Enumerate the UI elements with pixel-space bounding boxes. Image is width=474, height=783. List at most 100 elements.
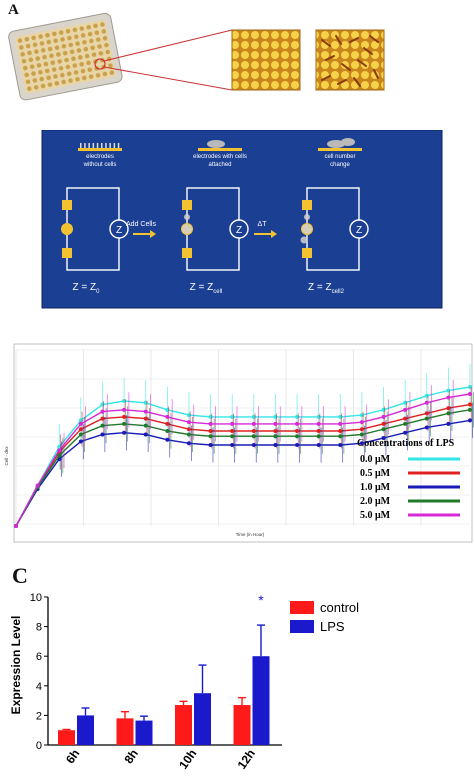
data-point — [251, 434, 256, 439]
data-point — [381, 421, 386, 426]
data-point — [424, 411, 429, 416]
data-point — [403, 416, 408, 421]
data-point — [251, 421, 256, 426]
data-point — [208, 443, 213, 448]
electrode-strip — [117, 143, 120, 148]
electrode-strip — [80, 143, 82, 148]
stage-caption: electrodes with cells — [193, 154, 247, 160]
electrode-pad — [182, 200, 192, 210]
data-point — [359, 427, 364, 432]
data-point — [122, 407, 127, 412]
data-point — [338, 434, 343, 439]
impedance-meter — [229, 219, 249, 239]
data-point — [468, 402, 472, 407]
data-point — [468, 407, 472, 412]
line-chart-legend: Concentrations of LPS 0.0 μM 0.5 μM 1.0 μM… — [357, 438, 460, 521]
attached-cell — [302, 224, 312, 234]
legend-entry-label: 2.0 μM — [360, 496, 391, 507]
legend-title: Concentrations of LPS — [357, 438, 455, 449]
data-point — [359, 432, 364, 437]
data-point — [100, 409, 105, 414]
impedance-meter — [109, 219, 129, 239]
data-point — [230, 434, 235, 439]
cell-shape — [327, 140, 345, 148]
attached-cell — [184, 214, 190, 220]
microscopy-with-cells — [315, 29, 385, 91]
attached-cell — [304, 214, 310, 220]
electrode-pad — [182, 248, 192, 258]
y-tick-label: 2 — [36, 710, 42, 722]
data-point — [338, 421, 343, 426]
plate-device — [8, 12, 123, 101]
legend-entry-label: 1.0 μM — [360, 482, 391, 493]
data-point — [295, 421, 300, 426]
data-point — [186, 432, 191, 437]
data-point — [424, 400, 429, 405]
data-point — [186, 441, 191, 446]
data-point — [100, 432, 105, 437]
data-point — [230, 428, 235, 433]
data-point — [14, 524, 18, 528]
data-point — [359, 441, 364, 446]
stage-caption: change — [330, 162, 350, 168]
data-point — [273, 434, 278, 439]
data-point — [446, 395, 451, 400]
electrode-pad — [302, 248, 312, 258]
panel-c-label: C — [12, 563, 28, 588]
data-point — [208, 421, 213, 426]
electrode-dot — [61, 223, 73, 235]
electrode-strip — [105, 143, 107, 148]
bar-control — [116, 718, 134, 745]
data-point — [295, 434, 300, 439]
bar-chart-ylabel: Expression Level — [9, 616, 23, 715]
data-point — [143, 432, 148, 437]
data-point — [381, 436, 386, 440]
panel-a-label: A — [8, 2, 19, 18]
legend-label-control: control — [320, 600, 359, 615]
bar-LPS — [77, 715, 94, 745]
impedance-symbol: Z — [116, 225, 122, 236]
data-point — [468, 392, 472, 396]
expression-bar-chart: Expression Level 0 2 4 6 8 10 6h 8h 10h * 12h con… — [9, 592, 359, 772]
series-line-00 — [15, 386, 471, 527]
data-point — [424, 416, 429, 421]
data-point — [208, 434, 213, 439]
data-point — [338, 428, 343, 433]
cell-shape — [207, 140, 225, 148]
data-point — [165, 428, 170, 433]
data-point — [295, 428, 300, 433]
line-chart-ylabel: Cell - dex — [4, 446, 9, 466]
data-point — [359, 420, 364, 425]
significance-mark: * — [258, 592, 264, 608]
data-point — [251, 428, 256, 433]
electrode-plate-photo — [8, 12, 385, 101]
bar-control — [233, 705, 251, 745]
impedance-symbol: Z — [356, 225, 362, 236]
substrate-electrode — [78, 148, 122, 151]
attached-cell — [300, 236, 308, 244]
electrode-strip — [96, 143, 99, 148]
y-tick-label: 4 — [36, 681, 42, 693]
bar-LPS — [135, 720, 153, 745]
data-point — [57, 448, 62, 453]
x-tick-label: 8h — [121, 747, 141, 767]
data-point — [143, 423, 148, 428]
data-point — [186, 427, 191, 432]
x-tick-label: 12h — [235, 747, 258, 772]
stage-caption: without cells — [83, 162, 117, 168]
legend-entry-label: 0.0 μM — [360, 454, 391, 465]
series-line-50 — [15, 393, 471, 527]
series-line-20 — [15, 409, 471, 527]
x-tick-label: 10h — [176, 747, 199, 772]
series-line-05 — [15, 403, 471, 527]
data-point — [35, 483, 40, 488]
data-point — [403, 430, 408, 435]
data-point — [122, 414, 127, 419]
bar-LPS — [194, 693, 211, 745]
data-point — [122, 421, 127, 426]
impedance-meter — [349, 219, 369, 239]
legend-swatch-LPS — [290, 620, 314, 633]
electrode-pad — [302, 200, 312, 210]
data-point — [403, 421, 408, 426]
y-tick-label: 6 — [36, 651, 42, 663]
